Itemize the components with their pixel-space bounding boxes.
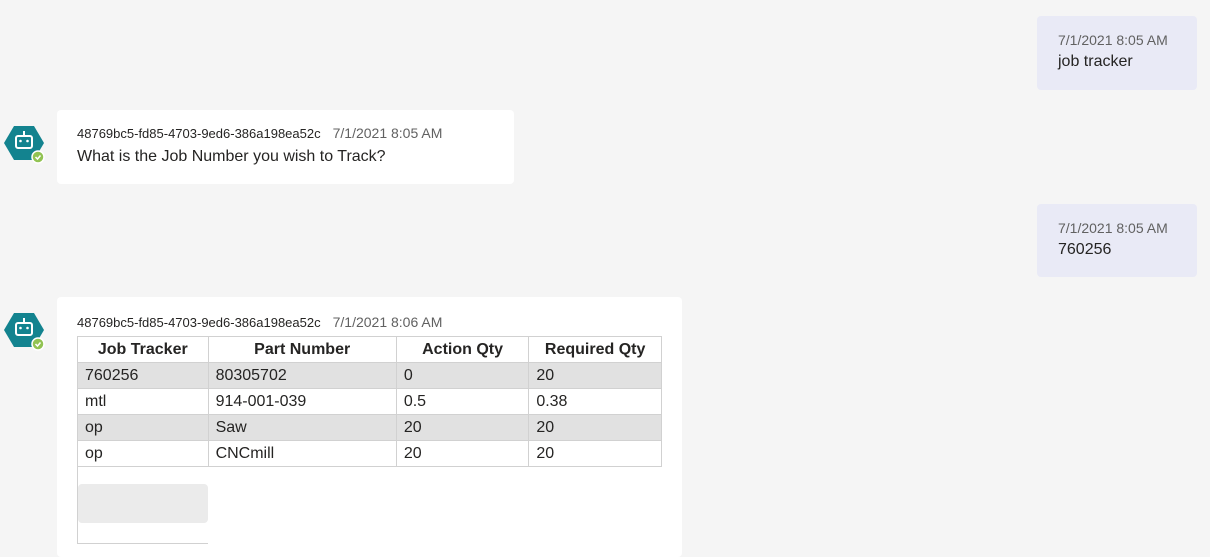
table-cell: mtl (77, 388, 209, 415)
table-cell: 20 (395, 414, 530, 441)
user-message: 7/1/2021 8:05 AM job tracker (1037, 16, 1197, 90)
sender-name: 48769bc5-fd85-4703-9ed6-386a198ea52c (77, 315, 321, 330)
column-header: Action Qty (395, 336, 530, 363)
table-row: op CNCmill 20 20 (77, 440, 662, 467)
column-header: Part Number (207, 336, 397, 363)
message-text: job tracker (1058, 53, 1133, 70)
table-cell: 20 (528, 362, 662, 389)
table-row: mtl 914-001-039 0.5 0.38 (77, 388, 662, 415)
message-text: What is the Job Number you wish to Track… (77, 148, 386, 165)
message-timestamp: 7/1/2021 8:05 AM (332, 125, 443, 141)
message-timestamp: 7/1/2021 8:05 AM (1058, 220, 1168, 236)
status-check-icon (31, 337, 45, 351)
bot-avatar-icon[interactable] (4, 124, 46, 164)
bot-avatar-icon[interactable] (4, 311, 46, 351)
table-cell: 20 (528, 414, 662, 441)
message-text: 760256 (1058, 241, 1112, 258)
job-tracker-table: Job Tracker Part Number Action Qty Requi… (77, 336, 662, 467)
table-cell: 80305702 (207, 362, 397, 389)
message-timestamp: 7/1/2021 8:06 AM (332, 314, 443, 330)
table-row: op Saw 20 20 (77, 414, 662, 441)
table-cell: op (77, 414, 209, 441)
table-cell: CNCmill (207, 440, 397, 467)
message-timestamp: 7/1/2021 8:05 AM (1058, 32, 1168, 48)
table-cell: op (77, 440, 209, 467)
user-message: 7/1/2021 8:05 AM 760256 (1037, 204, 1197, 277)
table-cell: 760256 (77, 362, 209, 389)
sender-name: 48769bc5-fd85-4703-9ed6-386a198ea52c (77, 126, 321, 141)
loading-placeholder (78, 484, 208, 523)
table-cell: 20 (528, 440, 662, 467)
table-row: 760256 80305702 0 20 (77, 362, 662, 389)
table-cell: 914-001-039 (207, 388, 397, 415)
column-header: Job Tracker (77, 336, 209, 363)
table-cell: 0.38 (528, 388, 662, 415)
table-header-row: Job Tracker Part Number Action Qty Requi… (77, 336, 662, 363)
card-placeholder-area (77, 467, 208, 544)
table-cell: 0.5 (395, 388, 530, 415)
table-cell: 20 (395, 440, 530, 467)
table-cell: Saw (207, 414, 397, 441)
status-check-icon (31, 150, 45, 164)
bot-message: 48769bc5-fd85-4703-9ed6-386a198ea52c 7/1/… (57, 110, 514, 184)
column-header: Required Qty (528, 336, 662, 363)
bot-message: 48769bc5-fd85-4703-9ed6-386a198ea52c 7/1/… (57, 297, 682, 557)
table-cell: 0 (395, 362, 530, 389)
